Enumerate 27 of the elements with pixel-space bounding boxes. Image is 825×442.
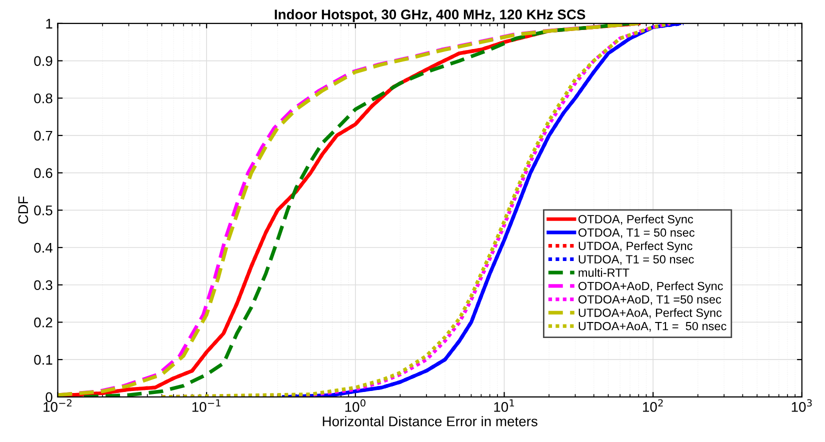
y-tick-label: 0.7 [34,130,52,141]
y-axis-title: CDF [18,196,28,224]
y-tick-label: 0.3 [34,280,52,290]
legend-label: UTDOA+AoA, T1 = 50 nsec [578,322,726,332]
x-tick-label: 10$^{−1}$ [192,399,220,412]
x-tick-label: 10$^{2}$ [643,399,663,412]
legend-label: UTDOA, Perfect Sync [578,241,692,252]
legend-label: OTDOA, T1 = 50 nsec [578,228,695,238]
x-tick-label: 10$^{3}$ [792,399,812,412]
x-tick-label: 10$^{0}$ [345,399,366,412]
x-tick-label: 10$^{1}$ [494,399,514,412]
legend-label: UTDOA+AoA, Perfect Sync [578,308,722,320]
y-tick-label: 0.8 [34,93,52,104]
legend-label: OTDOA+AoD, T1 =50 nsec [578,295,722,305]
y-tick-label: 0.1 [34,354,52,365]
y-tick-label: 0.6 [34,168,52,178]
x-axis-title: Horizontal Distance Error in meters [322,416,538,426]
legend-label: UTDOA, T1 = 50 nsec [578,255,694,265]
legend-label: OTDOA, Perfect Sync [578,214,694,226]
y-tick-label: 0.5 [34,206,52,216]
y-tick-label: 0.4 [34,242,52,253]
chart-title: Indoor Hotspot, 30 GHz, 400 MHz, 120 KHz SCS [274,9,586,22]
legend-label: OTDOA+AoD, Perfect Sync [578,282,723,293]
y-tick-label: 0.9 [34,56,52,66]
y-tick-label: 1 [46,18,52,28]
y-tick-label: 0.2 [34,318,52,328]
legend-label: multi-RTT [578,268,630,277]
